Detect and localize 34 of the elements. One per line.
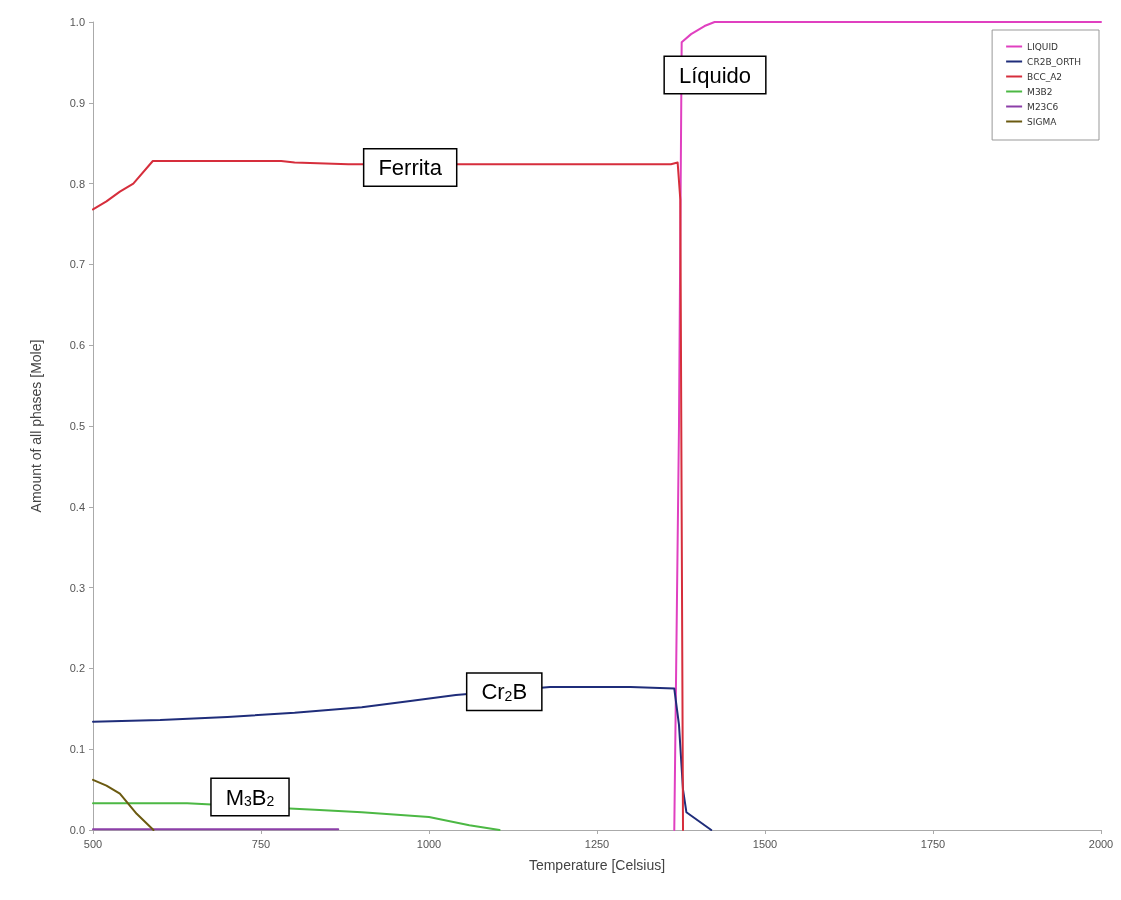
y-tick-label: 0.2 bbox=[69, 662, 85, 675]
legend-label: LIQUID bbox=[1027, 41, 1059, 52]
x-tick-label: 1750 bbox=[920, 837, 946, 850]
legend-label: CR2B_ORTH bbox=[1027, 56, 1081, 67]
annotation: Líquido bbox=[678, 62, 752, 88]
y-tick-label: 0.7 bbox=[69, 258, 85, 271]
x-axis-title: Temperature [Celsius] bbox=[528, 857, 666, 873]
y-tick-label: 0.4 bbox=[69, 500, 85, 513]
x-tick-label: 1250 bbox=[584, 837, 610, 850]
y-tick-label: 0.1 bbox=[69, 743, 85, 756]
annotation: M3B2 bbox=[225, 784, 275, 810]
x-tick-label: 2000 bbox=[1088, 837, 1114, 850]
line-series bbox=[673, 21, 1102, 831]
y-tick-label: 0.6 bbox=[69, 339, 85, 352]
legend-label: M23C6 bbox=[1027, 101, 1059, 112]
y-axis-title: Amount of all phases [Mole] bbox=[28, 339, 44, 513]
y-tick-label: 0.5 bbox=[69, 420, 85, 432]
legend-label: SIGMA bbox=[1027, 116, 1058, 127]
y-tick-label: 1.0 bbox=[69, 16, 85, 28]
legend-label: M3B2 bbox=[1027, 86, 1053, 97]
y-tick-label: 0.9 bbox=[69, 96, 85, 109]
x-tick-label: 750 bbox=[251, 837, 271, 850]
line-series bbox=[92, 778, 155, 831]
y-tick-label: 0.0 bbox=[69, 824, 85, 836]
line-series bbox=[92, 159, 685, 831]
y-tick-label: 0.8 bbox=[69, 177, 85, 190]
line-series bbox=[92, 685, 713, 831]
x-tick-label: 1500 bbox=[752, 837, 778, 850]
x-tick-label: 1000 bbox=[416, 837, 442, 850]
legend-label: BCC_A2 bbox=[1027, 71, 1063, 82]
annotation: Ferrita bbox=[378, 154, 443, 180]
annotation: Cr2B bbox=[481, 679, 528, 705]
y-tick-label: 0.3 bbox=[69, 581, 85, 594]
x-tick-label: 500 bbox=[83, 837, 103, 850]
